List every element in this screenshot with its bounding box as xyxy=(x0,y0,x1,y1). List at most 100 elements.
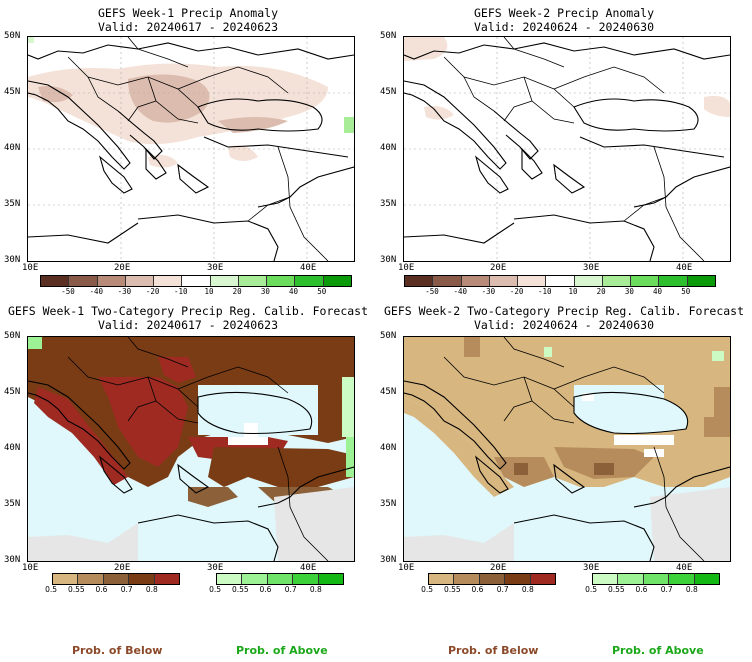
lat-label: 35N xyxy=(4,199,21,209)
below-tick-label: 0.8 xyxy=(521,585,534,594)
probability-above-shading xyxy=(28,337,354,477)
anomaly-tick-label: 50 xyxy=(681,287,691,296)
lat-label: 40N xyxy=(380,143,397,153)
probability-above-shading xyxy=(544,347,724,361)
lat-label: 35N xyxy=(380,499,397,509)
coastlines xyxy=(28,380,354,561)
above-swatch xyxy=(293,574,319,584)
map xyxy=(27,36,355,262)
anomaly-tick-label: -20 xyxy=(145,287,160,296)
panel-week2-probability: GEFS Week-2 Two-Category Precip Reg. Cal… xyxy=(376,300,752,600)
panel-title: GEFS Week-2 Two-Category Precip Reg. Cal… xyxy=(383,304,745,318)
above-tick-label: 0.55 xyxy=(232,585,249,594)
anomaly-tick-label: 10 xyxy=(568,287,578,296)
above-tick-label: 0.7 xyxy=(660,585,673,594)
above-swatch xyxy=(318,574,344,584)
legend-above-label: Prob. of Above xyxy=(612,644,704,657)
lon-label: 20E xyxy=(114,563,131,573)
above-tick-label: 0.8 xyxy=(309,585,322,594)
anomaly-swatch xyxy=(631,276,660,286)
lon-label: 20E xyxy=(114,263,131,273)
panel-valid-date: Valid: 20240624 - 20240630 xyxy=(473,20,654,34)
lat-label: 30N xyxy=(380,255,397,265)
anomaly-swatch xyxy=(323,276,351,286)
anomaly-swatch xyxy=(41,276,70,286)
below-swatch xyxy=(53,574,79,584)
panel-title: GEFS Week-2 Precip Anomaly xyxy=(473,6,654,20)
below-swatch xyxy=(154,574,180,584)
below-swatch xyxy=(103,574,130,584)
anomaly-swatch xyxy=(489,276,519,286)
lat-label: 30N xyxy=(380,555,397,565)
lon-label: 30E xyxy=(583,263,600,273)
legend-below-label: Prob. of Below xyxy=(72,644,163,657)
above-colorbar xyxy=(216,573,344,585)
coastlines xyxy=(28,42,354,261)
anomaly-swatch xyxy=(238,276,268,286)
anomaly-tick-label: -50 xyxy=(425,287,439,296)
lat-label: 35N xyxy=(380,199,397,209)
anomaly-tick-label: 20 xyxy=(596,287,606,296)
country-borders xyxy=(443,337,705,561)
lat-lon-grid xyxy=(404,37,730,261)
anomaly-tick-label: 40 xyxy=(653,287,663,296)
above-swatch xyxy=(694,574,720,584)
below-tick-label: 0.7 xyxy=(120,585,133,594)
above-tick-label: 0.7 xyxy=(284,585,297,594)
lat-label: 50N xyxy=(4,331,21,341)
above-tick-label: 0.5 xyxy=(209,585,222,594)
lon-label: 10E xyxy=(22,263,39,273)
anomaly-tick-label: -40 xyxy=(453,287,467,296)
anomaly-colorbar xyxy=(40,275,352,287)
legend-below-label: Prob. of Below xyxy=(448,644,539,657)
lat-label: 50N xyxy=(4,31,21,41)
anomaly-swatch xyxy=(182,276,211,286)
anomaly-swatch xyxy=(210,276,239,286)
lat-label: 30N xyxy=(4,255,21,265)
anomaly-colorbar-labels: -50 -40 -30 -20 -10 10 20 30 40 50 xyxy=(404,288,714,298)
lat-label: 45N xyxy=(4,87,21,97)
above-tick-label: 0.5 xyxy=(585,585,598,594)
anomaly-swatch xyxy=(602,276,632,286)
anomaly-swatch xyxy=(687,276,715,286)
lat-label: 30N xyxy=(4,555,21,565)
map-canvas xyxy=(28,337,354,561)
below-swatch xyxy=(505,574,531,584)
wet-anomaly-shading xyxy=(28,37,354,133)
lon-label: 40E xyxy=(300,563,317,573)
below-tick-label: 0.6 xyxy=(95,585,108,594)
coastlines xyxy=(404,42,730,261)
above-colorbar-labels: 0.5 0.55 0.6 0.7 0.8 xyxy=(585,585,718,596)
anomaly-swatch xyxy=(405,276,434,286)
panel-title: GEFS Week-1 Two-Category Precip Reg. Cal… xyxy=(7,304,369,318)
anomaly-colorbar-labels: -50 -40 -30 -20 -10 10 20 30 40 50 xyxy=(40,288,350,298)
anomaly-tick-label: 30 xyxy=(260,287,270,296)
map xyxy=(403,336,731,562)
anomaly-swatch xyxy=(97,276,126,286)
above-swatch xyxy=(593,574,619,584)
lon-label: 10E xyxy=(22,563,39,573)
anomaly-swatch xyxy=(433,276,462,286)
below-colorbar-labels: 0.5 0.55 0.6 0.7 0.8 xyxy=(45,585,178,596)
lon-label: 30E xyxy=(583,563,600,573)
anomaly-swatch xyxy=(574,276,603,286)
above-colorbar xyxy=(592,573,720,585)
lat-label: 50N xyxy=(380,331,397,341)
map-canvas xyxy=(28,37,354,261)
anomaly-swatch xyxy=(69,276,98,286)
dry-anomaly-shading xyxy=(28,63,328,168)
below-tick-label: 0.55 xyxy=(444,585,461,594)
below-colorbar xyxy=(428,573,556,585)
below-swatch xyxy=(530,574,556,584)
above-swatch xyxy=(242,574,268,584)
panel-week2-anomaly: GEFS Week-2 Precip Anomaly Valid: 202406… xyxy=(376,0,752,300)
anomaly-tick-label: -30 xyxy=(117,287,132,296)
lon-label: 10E xyxy=(398,563,415,573)
below-swatch xyxy=(129,574,155,584)
lat-label: 45N xyxy=(4,387,21,397)
lon-label: 30E xyxy=(207,263,224,273)
below-colorbar xyxy=(52,573,180,585)
anomaly-tick-label: -50 xyxy=(61,287,75,296)
anomaly-swatch xyxy=(546,276,575,286)
panel-title: GEFS Week-1 Precip Anomaly xyxy=(97,6,278,20)
